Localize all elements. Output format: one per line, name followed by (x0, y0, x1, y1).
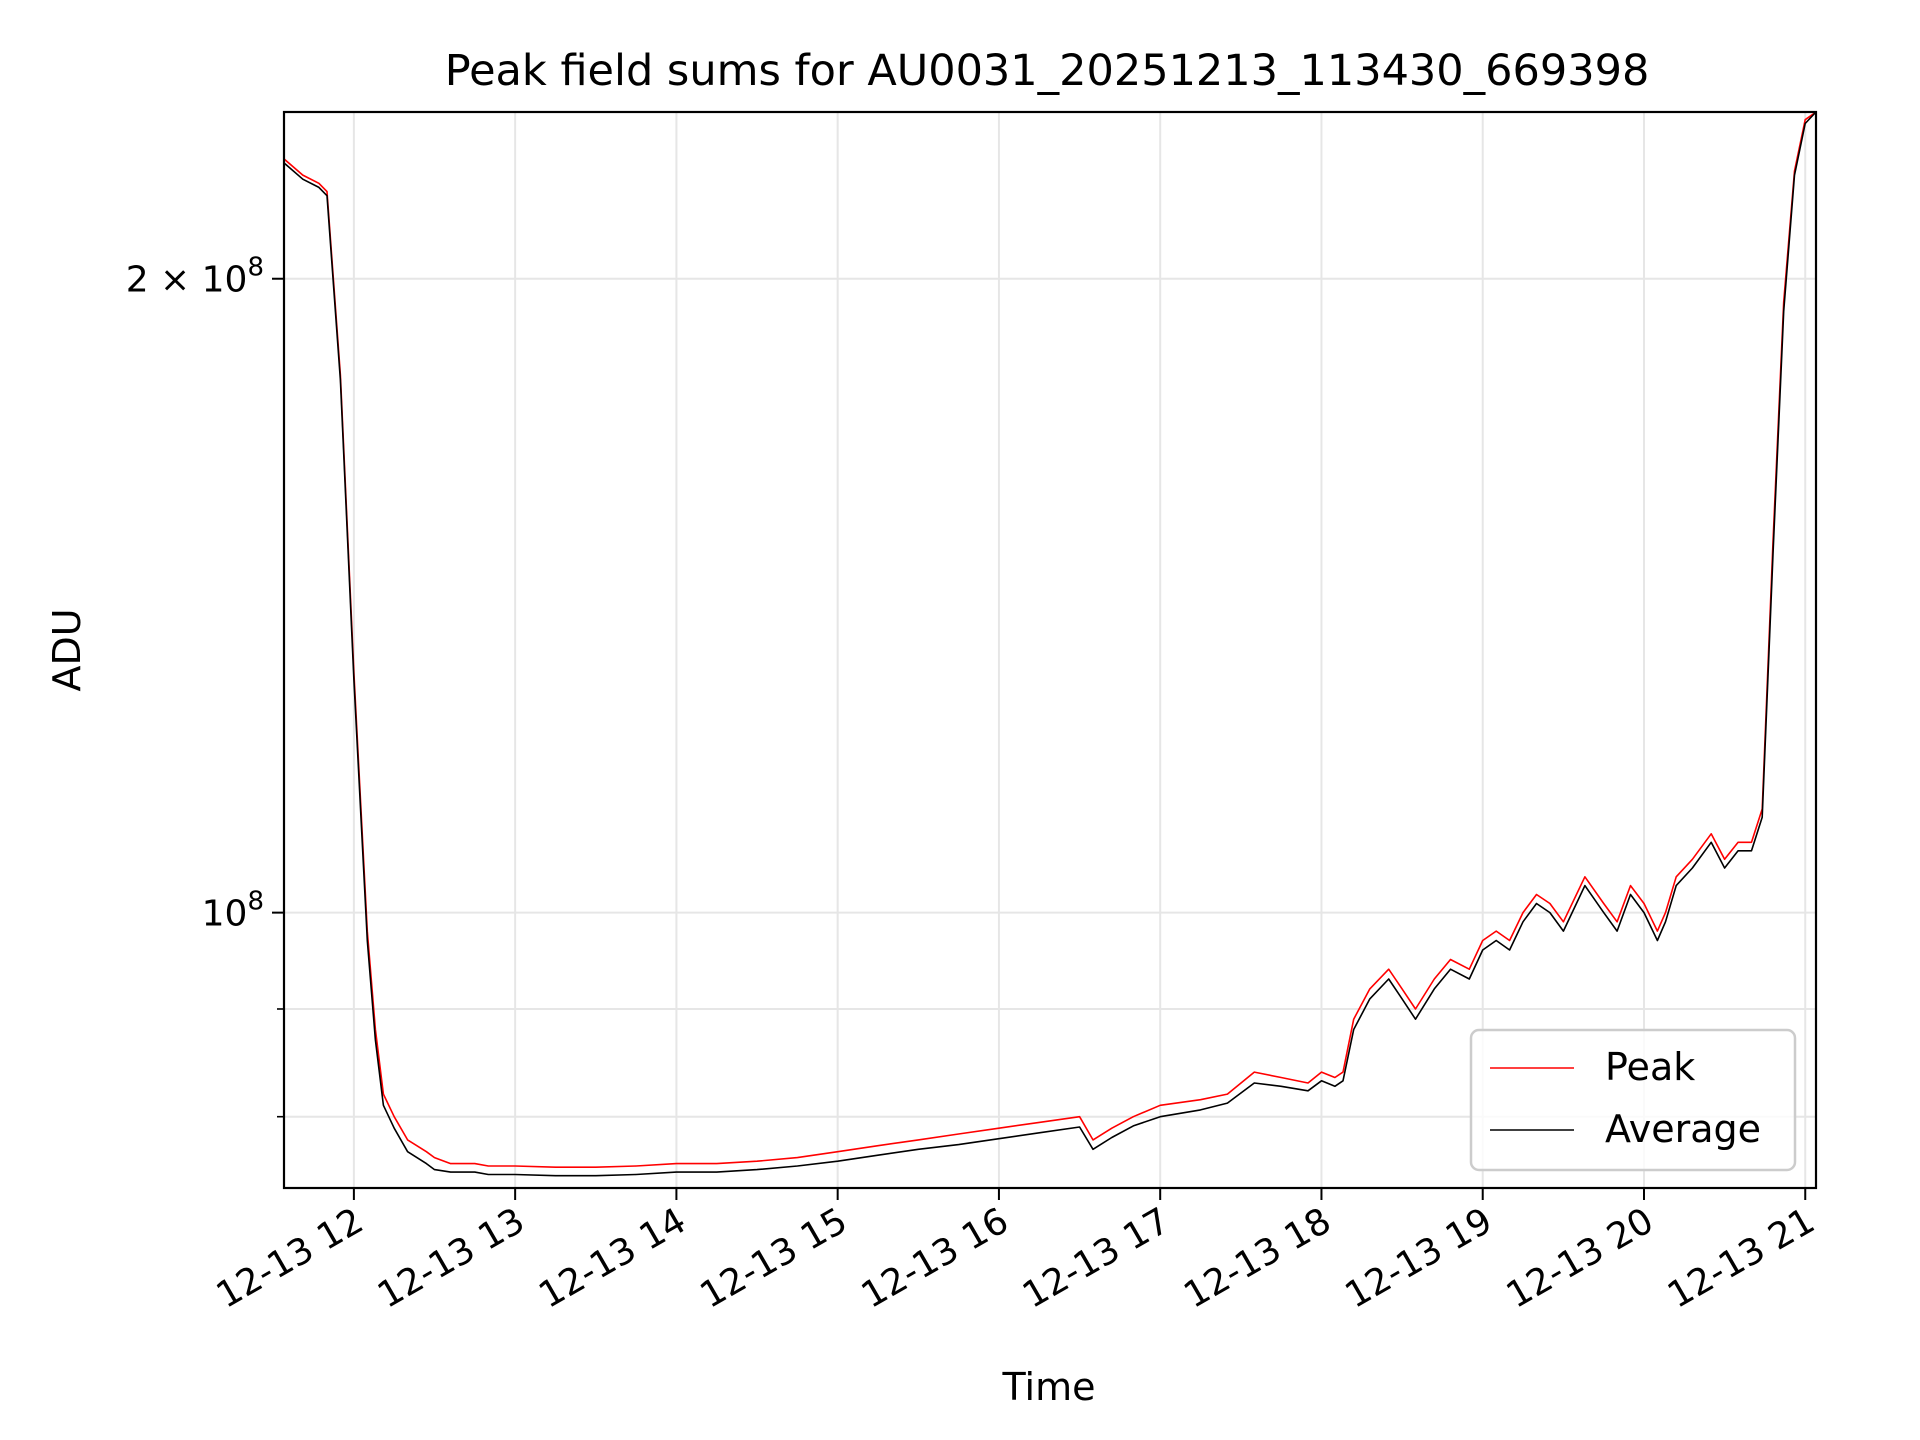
chart-title: Peak field sums for AU0031_20251213_1134… (445, 46, 1650, 96)
series-line-average (284, 112, 1816, 1177)
y-tick-label: 108 (202, 887, 264, 935)
legend-label-peak: Peak (1605, 1045, 1695, 1089)
x-axis-label: Time (1002, 1365, 1096, 1409)
legend: Peak Average (1469, 1028, 1797, 1172)
y-axis-label: ADU (45, 608, 89, 691)
legend-box (1469, 1028, 1797, 1172)
series-lines (284, 112, 1816, 1177)
y-tick-label: 2 × 108 (126, 253, 264, 301)
plot-area-frame (282, 110, 1818, 1190)
series-line-peak (284, 112, 1816, 1168)
y-axis-ticks: 108 2 × 108 (126, 253, 284, 1118)
legend-label-average: Average (1605, 1107, 1761, 1151)
grid (284, 112, 1816, 1188)
